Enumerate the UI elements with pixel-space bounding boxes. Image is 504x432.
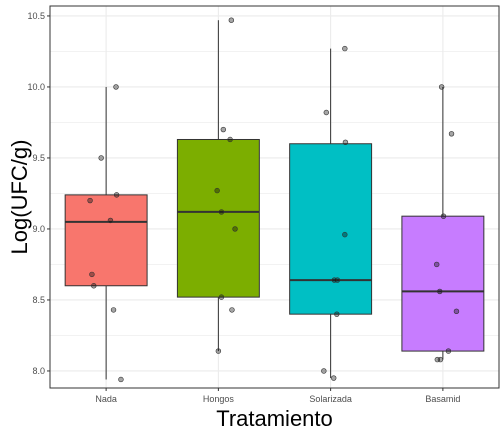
data-point [219, 210, 224, 215]
data-point [332, 278, 337, 283]
data-point [454, 309, 459, 314]
data-point [331, 376, 336, 381]
y-tick-label: 9.5 [32, 153, 45, 163]
data-point [216, 349, 221, 354]
data-point [449, 131, 454, 136]
data-point [88, 198, 93, 203]
data-point [230, 307, 235, 312]
data-point [90, 272, 95, 277]
y-tick-label: 8.0 [32, 366, 45, 376]
x-axis-title: Tratamiento [216, 406, 333, 431]
data-point [228, 137, 233, 142]
box-body [177, 139, 259, 297]
data-point [438, 357, 443, 362]
data-point [434, 262, 439, 267]
y-axis-title: Log(UFC/g) [7, 140, 32, 255]
data-point [91, 283, 96, 288]
data-point [437, 289, 442, 294]
data-point [229, 18, 234, 23]
data-point [321, 369, 326, 374]
y-tick-label: 9.0 [32, 224, 45, 234]
data-point [108, 218, 113, 223]
box-body [402, 216, 484, 351]
y-tick-label: 8.5 [32, 295, 45, 305]
data-point [342, 46, 347, 51]
y-tick-label: 10.0 [27, 82, 45, 92]
data-point [446, 349, 451, 354]
data-point [99, 156, 104, 161]
data-point [114, 192, 119, 197]
data-point [439, 85, 444, 90]
box-body [290, 144, 372, 314]
data-point [119, 377, 124, 382]
x-tick-label: Basamid [425, 394, 460, 404]
data-point [334, 312, 339, 317]
x-tick-label: Solarizada [309, 394, 352, 404]
x-tick-label: Nada [95, 394, 117, 404]
x-tick-label: Hongos [203, 394, 235, 404]
data-point [342, 232, 347, 237]
data-point [215, 188, 220, 193]
data-point [111, 307, 116, 312]
data-point [324, 110, 329, 115]
data-point [343, 140, 348, 145]
data-point [221, 127, 226, 132]
data-point [114, 85, 119, 90]
data-point [441, 214, 446, 219]
data-point [219, 295, 224, 300]
y-tick-label: 10.5 [27, 11, 45, 21]
data-point [233, 227, 238, 232]
box-body [65, 195, 147, 286]
